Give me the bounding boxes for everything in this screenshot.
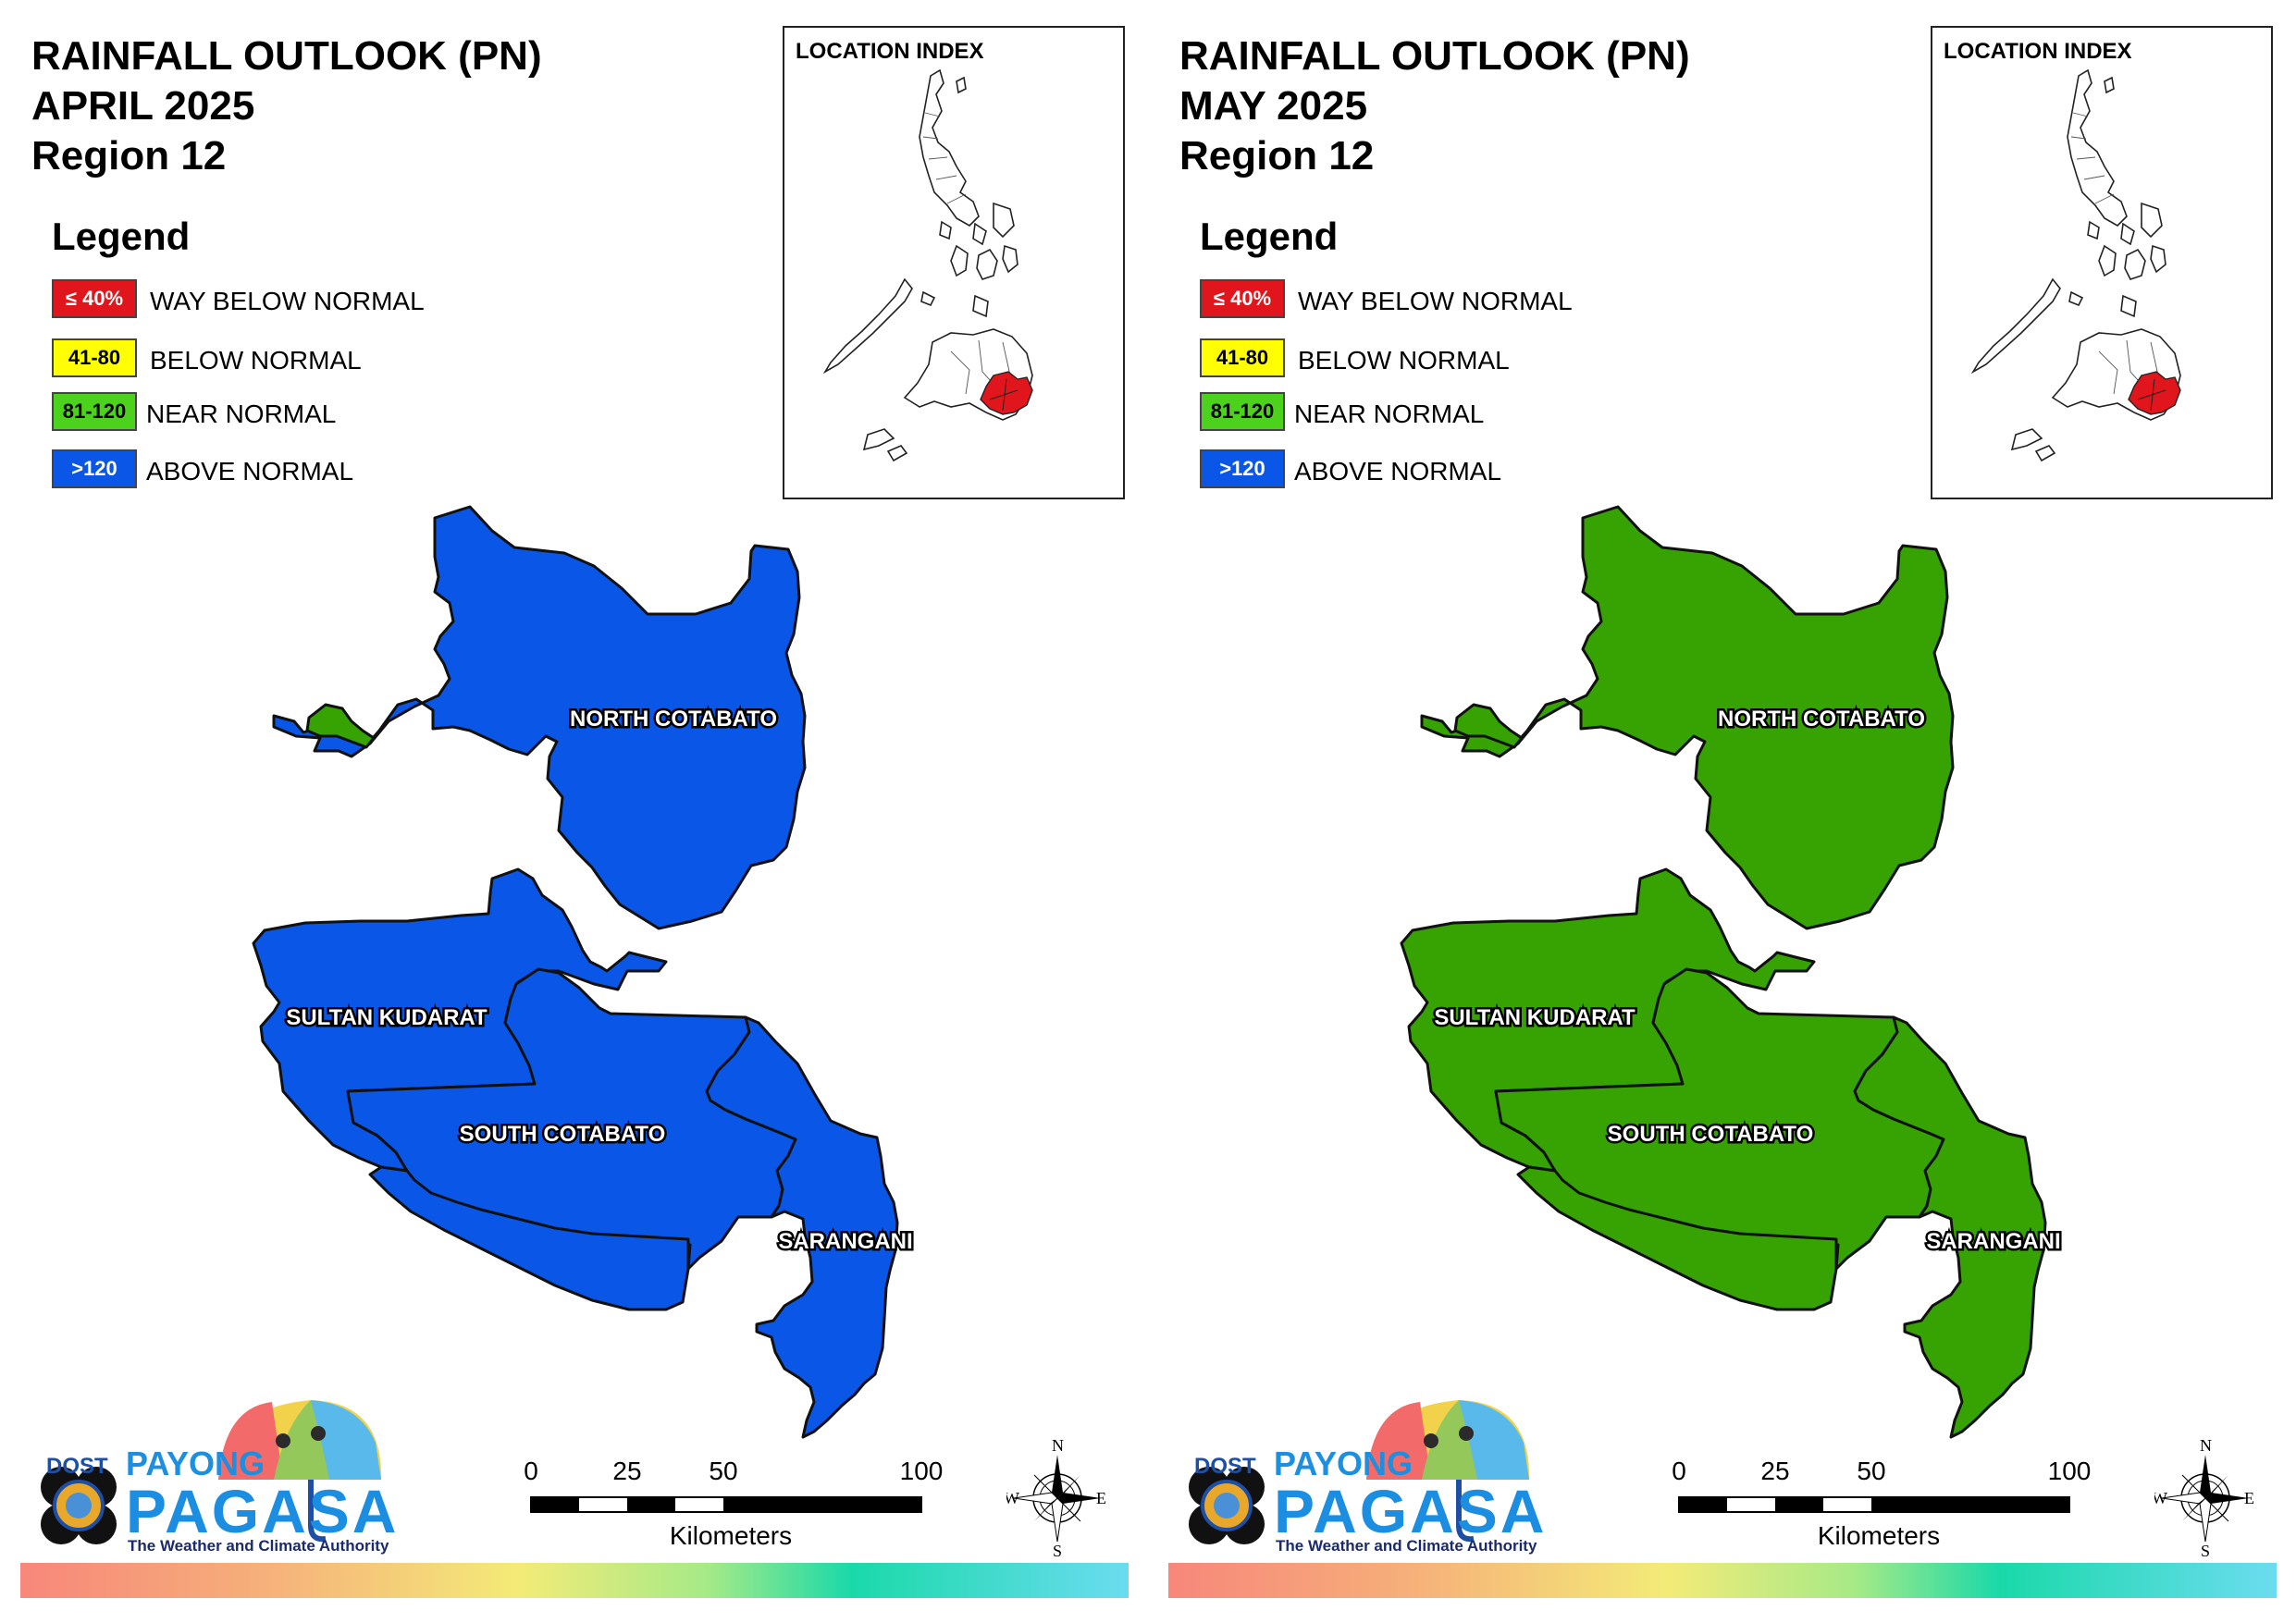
legend-swatch: >120 — [52, 449, 137, 488]
sarangani-province — [1853, 1015, 2047, 1439]
location-index-inset: LOCATION INDEX — [783, 26, 1125, 499]
legend-swatch: 81-120 — [52, 392, 137, 431]
legend-heading: Legend — [1200, 215, 1339, 258]
scale-tick-0: 0 — [1672, 1457, 1686, 1485]
outlook-panel-may: RAINFALL OUTLOOK (PN) MAY 2025 Region 12… — [1148, 0, 2296, 1623]
compass-e: E — [1096, 1489, 1106, 1507]
scale-tick-0: 0 — [524, 1457, 538, 1485]
label-sarangani: SARANGANI — [778, 1229, 912, 1254]
sarangani-province — [705, 1015, 899, 1439]
south-cotabato-lower-band — [368, 1165, 690, 1311]
legend-label: NEAR NORMAL — [1294, 400, 1485, 428]
north-cotabato-province — [272, 505, 807, 930]
title-line-3: Region 12 — [31, 133, 227, 178]
legend-swatch: 81-120 — [1200, 392, 1285, 431]
label-sultan-kudarat: SULTAN KUDARAT — [286, 1005, 488, 1030]
footer-color-strip — [1168, 1563, 2277, 1598]
scale-tick-100: 100 — [2047, 1457, 2092, 1485]
inset-title: LOCATION INDEX — [1944, 39, 2132, 64]
scale-tick-25: 25 — [1760, 1457, 1790, 1485]
scale-bar: 0 25 50 100 Kilometers — [518, 1457, 944, 1558]
location-index-inset: LOCATION INDEX — [1931, 26, 2273, 499]
legend-label: ABOVE NORMAL — [146, 457, 354, 486]
north-cotabato-province — [1420, 505, 1955, 930]
legend-swatch: 41-80 — [52, 338, 137, 377]
legend-label: NEAR NORMAL — [146, 400, 337, 428]
legend-swatch: 41-80 — [1200, 338, 1285, 377]
map-title: RAINFALL OUTLOOK (PN) APRIL 2025 Region … — [31, 31, 542, 181]
legend-swatch: ≤ 40% — [1200, 279, 1285, 318]
map-title: RAINFALL OUTLOOK (PN) MAY 2025 Region 12 — [1179, 31, 1690, 181]
pagasa-logo: DOST PAYONG PAGASA The Weather and Clima… — [33, 1387, 403, 1563]
label-north-cotabato: NORTH COTABATO — [1718, 707, 1925, 732]
label-north-cotabato: NORTH COTABATO — [570, 707, 777, 732]
logo-dost-text: DOST — [1194, 1454, 1256, 1479]
dost-seal-icon — [41, 1467, 117, 1544]
logo-pagasa-text: PAGASA — [1274, 1477, 1548, 1545]
logo-dost-text: DOST — [46, 1454, 108, 1479]
logo-payong-text: PAYONG — [126, 1445, 265, 1482]
philippines-outline — [822, 68, 1033, 462]
logo-payong-text: PAYONG — [1274, 1445, 1413, 1482]
legend-swatch: ≤ 40% — [52, 279, 137, 318]
inset-title: LOCATION INDEX — [796, 39, 984, 64]
title-line-1: RAINFALL OUTLOOK (PN) — [31, 33, 542, 79]
philippines-outline — [1970, 68, 2181, 462]
region-12-highlight — [980, 371, 1033, 415]
compass-e: E — [2244, 1489, 2254, 1507]
scale-tick-100: 100 — [899, 1457, 944, 1485]
scale-bar-graphic — [1678, 1496, 2070, 1513]
scale-tick-25: 25 — [612, 1457, 642, 1485]
scale-unit: Kilometers — [669, 1521, 793, 1550]
legend-swatch: >120 — [1200, 449, 1285, 488]
compass-n: N — [1052, 1438, 1064, 1455]
pagasa-logo: DOST PAYONG PAGASA The Weather and Clima… — [1181, 1387, 1551, 1563]
compass-w: W — [1006, 1489, 1019, 1507]
label-sultan-kudarat: SULTAN KUDARAT — [1434, 1005, 1636, 1030]
south-cotabato-lower-band — [1516, 1165, 1838, 1311]
title-line-3: Region 12 — [1179, 133, 1375, 178]
umbrella-icon — [1366, 1400, 1530, 1543]
scale-tick-50: 50 — [1857, 1457, 1886, 1485]
legend-label: ABOVE NORMAL — [1294, 457, 1502, 486]
legend-label: BELOW NORMAL — [150, 346, 362, 375]
compass-s: S — [1053, 1542, 1062, 1558]
label-south-cotabato: SOUTH COTABATO — [1608, 1122, 1814, 1147]
legend-label: WAY BELOW NORMAL — [1298, 287, 1573, 315]
enclave-area — [305, 703, 376, 749]
compass-n: N — [2200, 1438, 2212, 1455]
north-arrow-icon: N S E W — [1004, 1436, 1108, 1563]
outlook-panel-april: RAINFALL OUTLOOK (PN) APRIL 2025 Region … — [20, 26, 1129, 1598]
compass-s: S — [2201, 1542, 2210, 1558]
region-12-map: NORTH COTABATO SULTAN KUDARAT SOUTH COTA… — [252, 505, 915, 1439]
legend-heading: Legend — [52, 215, 191, 258]
label-sarangani: SARANGANI — [1926, 1229, 2060, 1254]
logo-tagline: The Weather and Climate Authority — [1276, 1537, 1537, 1555]
region-12-map: NORTH COTABATO SULTAN KUDARAT SOUTH COTA… — [1400, 505, 2063, 1439]
enclave-area — [1453, 703, 1524, 749]
scale-bar-graphic — [530, 1496, 922, 1513]
umbrella-icon — [218, 1400, 382, 1543]
region-12-highlight — [2128, 371, 2181, 415]
legend-label: WAY BELOW NORMAL — [150, 287, 425, 315]
footer-color-strip — [20, 1563, 1129, 1598]
logo-pagasa-text: PAGASA — [126, 1477, 400, 1545]
title-line-2: MAY 2025 — [1179, 83, 1368, 129]
logo-tagline: The Weather and Climate Authority — [128, 1537, 389, 1555]
compass-w: W — [2154, 1489, 2167, 1507]
legend-label: BELOW NORMAL — [1298, 346, 1510, 375]
scale-tick-50: 50 — [709, 1457, 738, 1485]
dost-seal-icon — [1189, 1467, 1265, 1544]
title-line-1: RAINFALL OUTLOOK (PN) — [1179, 33, 1690, 79]
title-line-2: APRIL 2025 — [31, 83, 255, 129]
scale-bar: 0 25 50 100 Kilometers — [1666, 1457, 2092, 1558]
scale-unit: Kilometers — [1817, 1521, 1941, 1550]
label-south-cotabato: SOUTH COTABATO — [460, 1122, 666, 1147]
north-arrow-icon: N S E W — [2152, 1436, 2256, 1563]
